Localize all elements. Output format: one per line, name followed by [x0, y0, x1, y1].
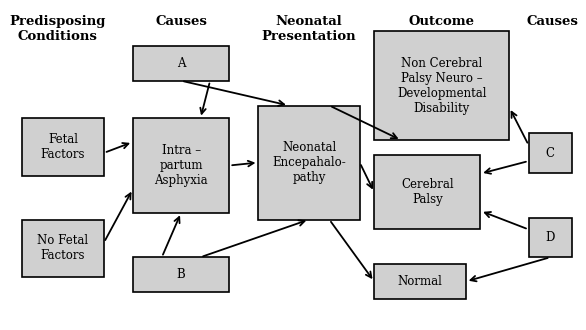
Text: Normal: Normal [398, 275, 442, 288]
Text: D: D [546, 231, 555, 244]
Bar [22, 219, 104, 277]
Text: A: A [177, 57, 185, 70]
Text: Intra –
partum
Asphyxia: Intra – partum Asphyxia [154, 144, 208, 187]
Bar [133, 118, 229, 213]
Text: Cerebral
Palsy: Cerebral Palsy [401, 178, 454, 206]
Text: Neonatal
Encepahalo-
pathy: Neonatal Encepahalo- pathy [272, 141, 346, 184]
Text: B: B [177, 268, 186, 281]
Text: Non Cerebral
Palsy Neuro –
Developmental
Disability: Non Cerebral Palsy Neuro – Developmental… [397, 57, 486, 115]
Text: Fetal
Factors: Fetal Factors [40, 133, 85, 161]
Bar [374, 31, 509, 140]
Bar [133, 46, 229, 81]
Text: Outcome: Outcome [409, 15, 475, 28]
Text: Predisposing
Conditions: Predisposing Conditions [9, 15, 105, 43]
Text: Causes: Causes [155, 15, 207, 28]
Bar [374, 155, 481, 229]
Text: Causes: Causes [527, 15, 579, 28]
Text: C: C [546, 147, 555, 160]
Bar [529, 133, 572, 173]
Bar [133, 257, 229, 292]
Bar [258, 106, 360, 219]
Text: No Fetal
Factors: No Fetal Factors [38, 234, 88, 262]
Bar [529, 217, 572, 257]
Bar [22, 118, 104, 176]
Text: Neonatal
Presentation: Neonatal Presentation [261, 15, 356, 43]
Bar [374, 264, 466, 299]
